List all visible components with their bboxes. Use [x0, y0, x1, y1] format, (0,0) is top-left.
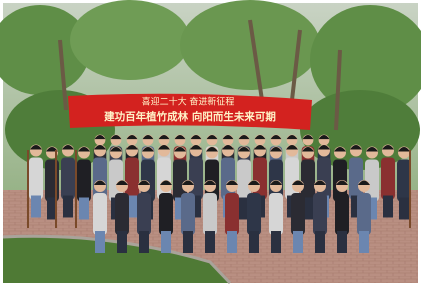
person-part [29, 158, 43, 200]
person-part [359, 231, 369, 253]
person-part [181, 193, 195, 235]
person-part [117, 231, 127, 253]
person-part [271, 231, 281, 253]
person-part [291, 193, 305, 235]
person-part [315, 231, 325, 253]
person-part [77, 160, 91, 202]
person-part [31, 196, 41, 218]
person-part [247, 193, 261, 235]
person-part [337, 231, 347, 253]
person-part [205, 231, 215, 253]
person-part [381, 158, 395, 200]
person-part [357, 193, 371, 235]
person-part [269, 193, 283, 235]
person-part [203, 193, 217, 235]
person-part [95, 231, 105, 253]
person-part [79, 198, 89, 220]
person-part [161, 231, 171, 253]
person-part [159, 193, 173, 235]
page: 喜迎二十大 奋进新征程 建功百年植竹成林 向阳而生未来可期 (() => { c… [0, 0, 421, 287]
person-part [93, 193, 107, 235]
person-part [225, 193, 239, 235]
person-part [125, 158, 139, 200]
person-part [61, 158, 75, 200]
person-part [183, 231, 193, 253]
person-part [293, 231, 303, 253]
person-part [335, 193, 349, 235]
scene: 喜迎二十大 奋进新征程 建功百年植竹成林 向阳而生未来可期 [0, 0, 421, 283]
person-part [383, 196, 393, 218]
person-part [63, 196, 73, 218]
person-part [137, 193, 151, 235]
banner-text: 建功百年植竹成林 向阳而生未来可期 [103, 110, 276, 123]
person-part [139, 231, 149, 253]
person-part [397, 160, 411, 202]
banner-text: 喜迎二十大 奋进新征程 [142, 96, 235, 108]
photo: 喜迎二十大 奋进新征程 建功百年植竹成林 向阳而生未来可期 [0, 0, 421, 287]
person-part [249, 231, 259, 253]
person-part [227, 231, 237, 253]
person-part [313, 193, 327, 235]
person-part [115, 193, 129, 235]
person-part [399, 198, 409, 220]
